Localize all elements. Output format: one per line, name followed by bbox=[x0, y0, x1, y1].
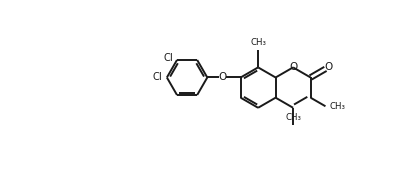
Text: O: O bbox=[218, 73, 227, 83]
Text: O: O bbox=[325, 62, 333, 72]
Text: Cl: Cl bbox=[164, 53, 173, 63]
Text: CH₃: CH₃ bbox=[250, 38, 266, 47]
Text: Cl: Cl bbox=[152, 73, 162, 83]
Text: CH₃: CH₃ bbox=[285, 113, 301, 122]
Text: CH₃: CH₃ bbox=[329, 102, 345, 111]
Text: O: O bbox=[289, 62, 297, 72]
